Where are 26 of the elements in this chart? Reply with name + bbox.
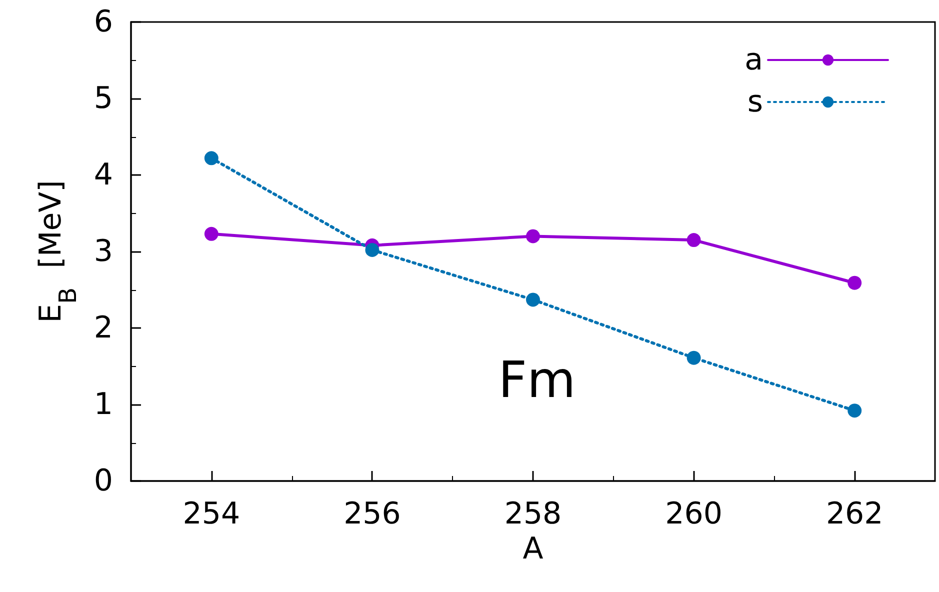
point: [686, 350, 701, 365]
legend-label: s: [747, 84, 763, 120]
x-tick-label: 260: [665, 496, 722, 532]
point: [848, 276, 862, 290]
y-axis-title: EB [MeV]: [34, 180, 82, 323]
y-tick-label: 5: [94, 81, 113, 116]
y-tick-label: 0: [94, 464, 113, 498]
y-tick-label: 3: [94, 234, 113, 269]
y-tick-label: 4: [94, 158, 113, 192]
point: [365, 242, 380, 257]
point: [686, 233, 701, 248]
point: [204, 151, 218, 166]
x-tick-label: 258: [504, 496, 562, 532]
x-tick-label: 254: [182, 496, 240, 532]
point: [526, 229, 540, 244]
y-tick-label: 1: [94, 387, 113, 422]
y-tick-label: 2: [94, 310, 113, 346]
x-tick-label: 262: [826, 496, 884, 532]
point: [526, 292, 540, 307]
y-tick-label: 6: [94, 4, 113, 40]
point: [848, 404, 862, 418]
annotation: Fm: [498, 351, 576, 409]
x-tick-label: 256: [344, 496, 401, 532]
legend-label: a: [744, 42, 763, 78]
point: [204, 226, 218, 241]
x-axis-title: A: [522, 531, 544, 566]
